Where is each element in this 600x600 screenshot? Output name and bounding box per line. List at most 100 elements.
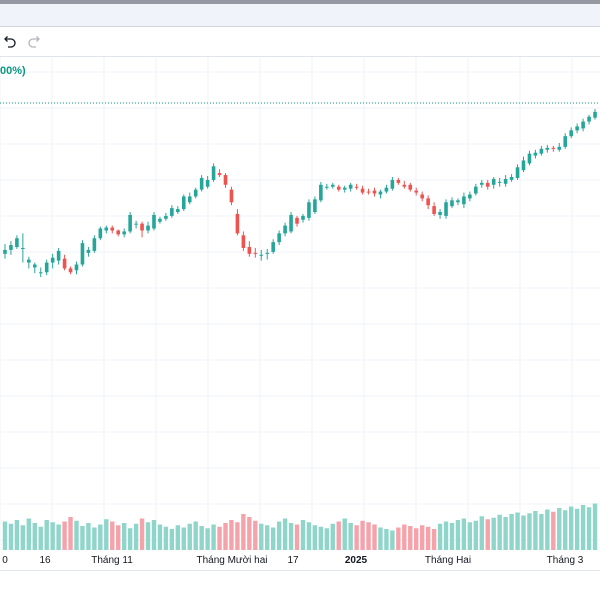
candle-body — [271, 242, 275, 252]
candle — [450, 197, 454, 209]
candle — [193, 187, 198, 199]
volume-bar — [354, 525, 359, 550]
candle — [128, 212, 132, 234]
candle-body — [432, 206, 436, 214]
redo-icon[interactable] — [26, 33, 44, 51]
volume-bar — [253, 520, 258, 550]
candle-body — [152, 214, 156, 229]
volume-bar — [98, 524, 103, 550]
browser-top-bar — [0, 0, 600, 27]
volume-bar — [449, 523, 455, 550]
candle-body — [462, 196, 466, 205]
volume-bar — [247, 517, 252, 550]
candle — [557, 142, 562, 152]
volume-bar — [211, 524, 216, 550]
volume-bar — [306, 522, 312, 550]
candle — [164, 212, 168, 221]
volume-bar — [294, 524, 300, 550]
volume-bar — [348, 523, 353, 550]
volume-bar — [443, 521, 449, 550]
candle-body — [295, 217, 299, 224]
volume-bar — [175, 525, 181, 550]
candle — [313, 196, 317, 214]
candle — [176, 206, 180, 214]
candle — [283, 222, 287, 237]
volume-bar — [408, 526, 413, 550]
candle-body — [330, 184, 335, 187]
candle — [21, 233, 25, 263]
candle — [325, 183, 329, 190]
candle-body — [563, 136, 568, 147]
volume-bar — [50, 522, 55, 550]
candle-body — [366, 191, 371, 193]
volume-bar — [580, 505, 586, 550]
candle-body — [479, 182, 484, 185]
volume-bar — [563, 510, 568, 550]
volume-bar — [461, 518, 467, 550]
percent-change-label: 00%) — [0, 65, 26, 77]
candle-body — [438, 212, 442, 215]
candle — [38, 267, 43, 278]
candle — [408, 182, 413, 192]
volume-bar — [431, 529, 437, 550]
candle — [271, 239, 275, 254]
candle-body — [551, 147, 556, 149]
candle — [152, 212, 156, 231]
volume-bar — [26, 518, 32, 550]
volume-bar — [38, 526, 43, 550]
candle-body — [38, 272, 43, 274]
candle-body — [235, 213, 240, 234]
candle — [74, 261, 79, 275]
candlestick-chart[interactable] — [0, 57, 600, 570]
volume-bar — [68, 517, 73, 550]
volume-bar — [515, 512, 520, 550]
chart-bottom-bar — [0, 570, 600, 600]
candle-body — [342, 187, 347, 190]
chart-area[interactable] — [0, 57, 600, 570]
candle — [56, 247, 61, 265]
candle — [587, 114, 591, 125]
volume-bar — [205, 528, 210, 550]
candle — [527, 150, 532, 166]
grid-lines — [0, 57, 600, 550]
volume-bar — [574, 508, 580, 550]
time-axis[interactable]: 0 16 Tháng 11 Tháng Mười hai 17 2025 Tháng Hai… — [0, 550, 600, 570]
candle — [319, 181, 323, 203]
candle-body — [569, 130, 573, 137]
candle — [366, 188, 371, 195]
volume-bar — [217, 526, 222, 550]
candle — [414, 187, 419, 196]
candle — [426, 195, 430, 210]
candle-body — [176, 209, 180, 212]
volume-bar — [2, 521, 8, 550]
candle — [521, 156, 526, 173]
candle-body — [593, 111, 597, 118]
candle-body — [420, 194, 424, 199]
volume-bar — [86, 523, 91, 550]
candle-body — [313, 199, 317, 212]
candle — [444, 199, 448, 219]
volume-bar — [32, 523, 37, 550]
volume-bar — [324, 528, 330, 550]
candle — [390, 177, 395, 191]
volume-bar — [545, 509, 550, 550]
candle-body — [80, 243, 85, 265]
candle-body — [533, 152, 538, 156]
candle-body — [581, 121, 585, 129]
volume-bar — [491, 517, 496, 550]
candle — [515, 164, 520, 180]
candle-body — [223, 175, 228, 185]
candle — [569, 127, 573, 139]
candle-body — [444, 202, 448, 216]
candle — [68, 266, 73, 275]
undo-icon[interactable] — [0, 33, 18, 51]
volume-bar — [74, 520, 79, 550]
volume-bar — [372, 524, 377, 550]
candle — [384, 184, 389, 194]
time-tick-label: 17 — [287, 555, 299, 566]
candle — [402, 180, 407, 189]
candle — [199, 175, 204, 192]
candle-body — [211, 166, 216, 180]
time-tick-label: 2025 — [344, 555, 368, 566]
chart-toolbar — [0, 27, 600, 57]
